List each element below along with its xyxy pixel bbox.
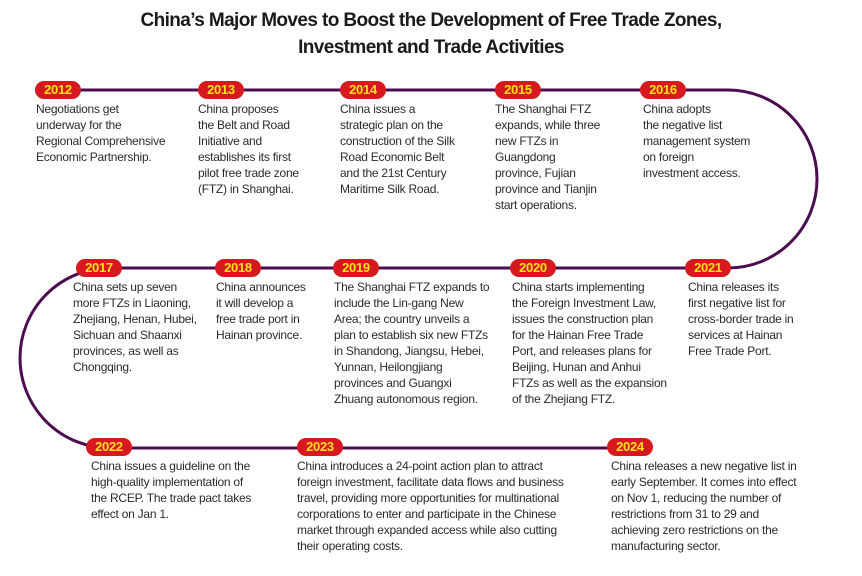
event-description-2024: China releases a new negative list in ea…	[611, 459, 797, 553]
year-badge-2016: 2016	[640, 81, 686, 99]
year-badge-2014: 2014	[340, 81, 386, 99]
year-badge-2022: 2022	[86, 438, 132, 456]
year-badge-2019: 2019	[333, 259, 379, 277]
event-description-2020: China starts implementing the Foreign In…	[512, 280, 667, 406]
event-description-2022: China issues a guideline on the high-qua…	[91, 459, 252, 521]
event-description-2012: Negotiations get underway for the Region…	[36, 102, 166, 164]
timeline-line	[18, 88, 819, 450]
event-description-2018: China announces it will develop a free t…	[216, 280, 306, 342]
event-description-2021: China releases its first negative list f…	[688, 280, 794, 358]
year-badge-2012: 2012	[35, 81, 81, 99]
event-description-2014: China issues a strategic plan on the con…	[340, 102, 455, 196]
title-line-1: China’s Major Moves to Boost the Develop…	[140, 10, 722, 31]
year-badge-2023: 2023	[297, 438, 343, 456]
year-badge-2021: 2021	[685, 259, 731, 277]
event-description-2015: The Shanghai FTZ expands, while three ne…	[495, 102, 601, 212]
year-badge-2020: 2020	[510, 259, 556, 277]
event-description-2019: The Shanghai FTZ expands to include the …	[334, 280, 490, 406]
event-description-2016: China adopts the negative list managemen…	[643, 102, 751, 180]
event-description-2023: China introduces a 24-point action plan …	[297, 459, 564, 553]
year-badge-2013: 2013	[198, 81, 244, 99]
year-badge-2018: 2018	[215, 259, 261, 277]
event-description-2017: China sets up seven more FTZs in Liaonin…	[73, 280, 197, 374]
event-description-2013: China proposes the Belt and Road Initiat…	[198, 102, 299, 196]
year-badge-2015: 2015	[495, 81, 541, 99]
year-badge-2017: 2017	[76, 259, 122, 277]
title-line-2: Investment and Trade Activities	[298, 37, 564, 58]
year-badge-2024: 2024	[607, 438, 653, 456]
